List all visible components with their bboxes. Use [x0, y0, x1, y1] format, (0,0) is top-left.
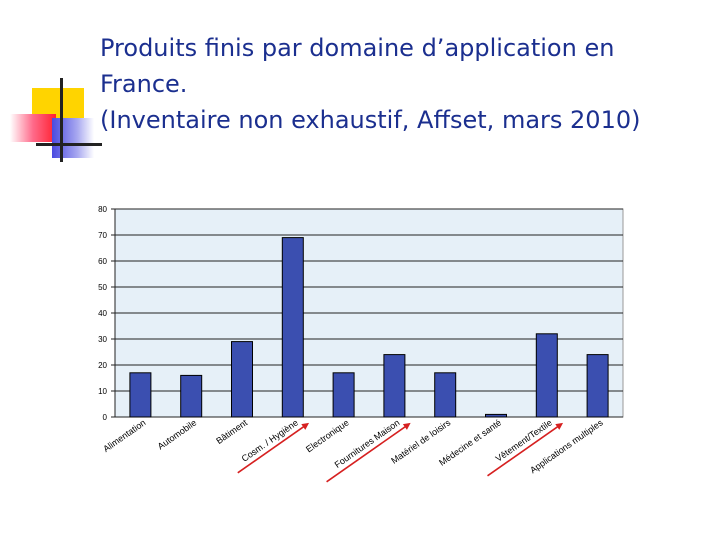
- bar: [129, 372, 152, 418]
- x-tick-label: Alimentation: [101, 417, 147, 454]
- highlight-arrow-head: [402, 422, 411, 430]
- highlight-arrow-line: [237, 425, 306, 474]
- highlight-arrow: [326, 422, 411, 483]
- slide-title: Produits finis par domaine d’application…: [100, 30, 700, 138]
- y-tick-label: 30: [98, 335, 107, 344]
- slide-title-line: France.: [100, 70, 188, 98]
- y-tick-label: 10: [98, 387, 107, 396]
- decorative-vertical-line: [60, 78, 63, 162]
- bar: [535, 333, 558, 418]
- bar: [281, 237, 304, 418]
- x-tick-label: Cosm. / Hygiène: [240, 417, 300, 463]
- x-tick-label: Electronique: [304, 417, 351, 454]
- x-tick-label: Bâtiment: [214, 417, 249, 446]
- x-tick-label: Automobile: [156, 417, 199, 451]
- bar: [383, 354, 406, 418]
- highlight-arrow: [487, 422, 564, 477]
- highlight-arrow-head: [301, 422, 310, 430]
- y-tick-label: 60: [98, 257, 107, 266]
- highlight-arrow: [237, 422, 310, 474]
- decorative-pink-bar: [10, 114, 56, 142]
- highlight-arrow-line: [487, 425, 560, 477]
- y-tick-label: 70: [98, 231, 107, 240]
- bar: [231, 341, 253, 418]
- bar: [180, 374, 203, 418]
- bar: [332, 372, 355, 418]
- bar: [434, 372, 457, 418]
- y-tick-label: 20: [98, 361, 107, 370]
- y-tick-label: 50: [98, 283, 107, 292]
- y-tick-label: 80: [98, 205, 107, 214]
- slide-title-line: Produits finis par domaine d’application…: [100, 34, 615, 62]
- bar: [485, 413, 507, 418]
- highlight-arrow-line: [326, 425, 408, 483]
- bar: [586, 354, 609, 418]
- decorative-horizontal-line: [36, 143, 102, 146]
- y-tick-label: 0: [103, 413, 108, 422]
- highlight-arrow-head: [555, 422, 564, 430]
- slide-title-line: (Inventaire non exhaustif, Affset, mars …: [100, 106, 641, 134]
- y-tick-label: 40: [98, 309, 107, 318]
- decorative-blue-square: [52, 118, 94, 158]
